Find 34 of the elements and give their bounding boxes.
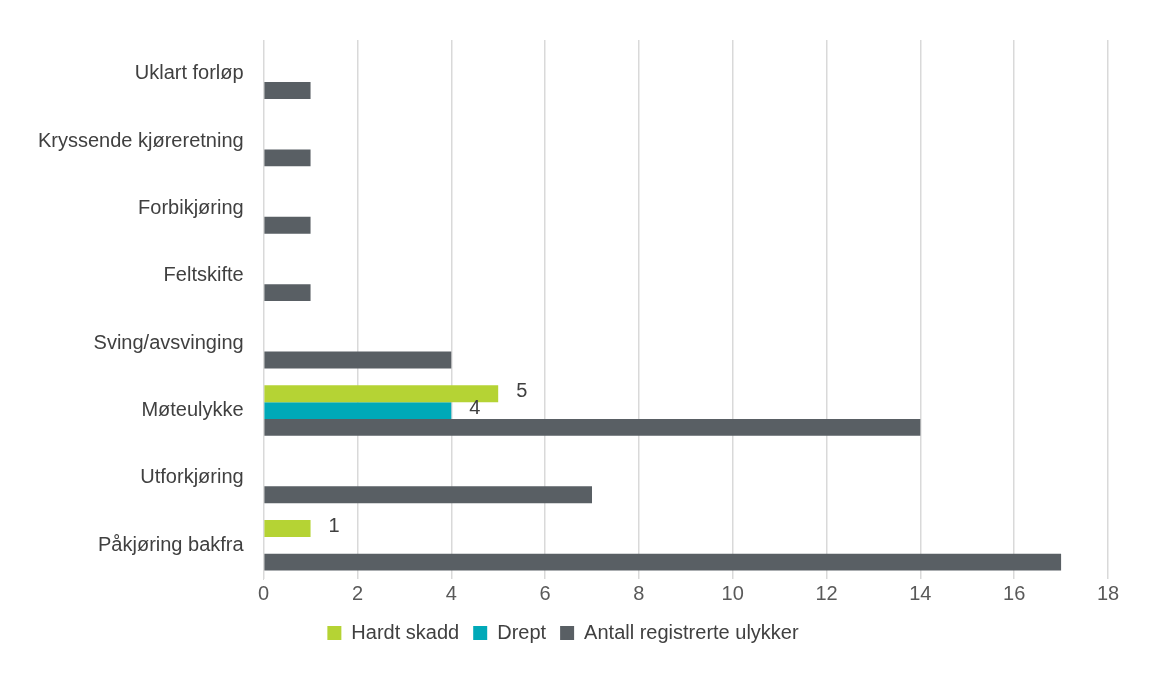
- bar: [264, 149, 311, 167]
- y-tick-label: Påkjøring bakfra: [98, 532, 245, 555]
- y-tick-label: Møteulykke: [141, 398, 244, 421]
- bar: [264, 486, 593, 504]
- data-label: 4: [469, 396, 481, 419]
- x-tick-label: 16: [1003, 581, 1026, 604]
- y-tick-label: Forbikjøring: [138, 195, 244, 218]
- data-label: 1: [328, 513, 340, 536]
- x-tick-label: 8: [633, 581, 645, 604]
- x-tick-label: 2: [351, 581, 364, 604]
- bar: [264, 351, 452, 369]
- y-tick-label: Kryssende kjøreretning: [37, 128, 244, 151]
- bar: [264, 284, 311, 302]
- bar: [264, 553, 1062, 571]
- legend-label: Drept: [497, 620, 547, 643]
- data-label: 5: [516, 379, 528, 402]
- bar: [264, 216, 311, 234]
- legend-label: Hardt skadd: [351, 620, 460, 643]
- legend-label: Antall registrerte ulykker: [584, 620, 799, 643]
- x-tick-label: 0: [258, 581, 270, 604]
- x-tick-label: 4: [445, 581, 457, 604]
- y-tick-label: Uklart forløp: [134, 61, 244, 84]
- x-tick-label: 6: [539, 581, 551, 604]
- y-tick-label: Sving/avsvinging: [93, 330, 244, 353]
- bar: [264, 418, 921, 436]
- x-tick-label: 10: [721, 581, 744, 604]
- x-tick-label: 18: [1096, 581, 1120, 604]
- y-tick-label: Utforkjøring: [140, 465, 244, 488]
- bar: [264, 82, 311, 99]
- y-tick-label: Feltskifte: [163, 263, 244, 286]
- bar: [264, 520, 311, 537]
- x-tick-label: 12: [815, 581, 838, 604]
- bar: [264, 402, 452, 419]
- x-tick-label: 14: [909, 581, 932, 604]
